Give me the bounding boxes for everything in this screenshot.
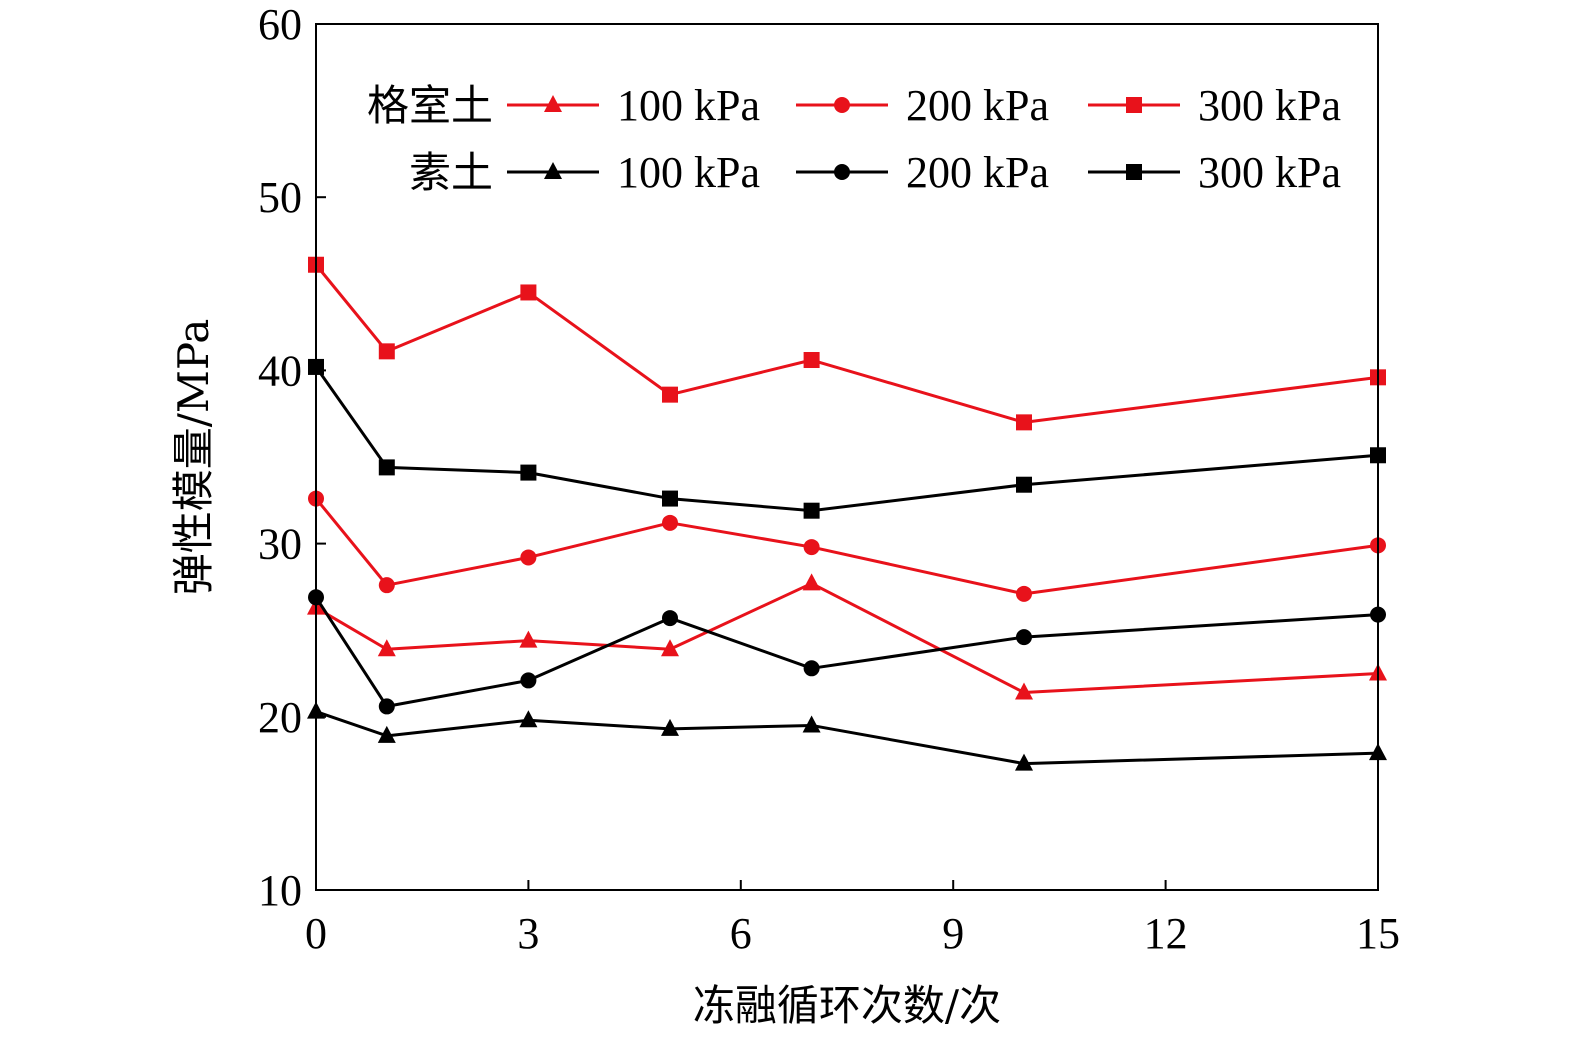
data-point (662, 514, 678, 531)
series-line (314, 497, 1379, 596)
data-point (378, 577, 395, 594)
legend-label: 100 kPa (617, 148, 760, 197)
data-point (519, 710, 538, 728)
series-3 (307, 701, 1387, 771)
data-point (1016, 476, 1032, 493)
y-axis-ticks: 10 20 30 40 50 60 (258, 0, 326, 915)
legend-marker (1126, 97, 1142, 113)
data-point (520, 464, 537, 481)
legend-marker (544, 162, 562, 179)
data-point (662, 490, 678, 507)
series-1 (308, 490, 1386, 602)
data-point (378, 698, 395, 715)
data-point (1016, 585, 1032, 602)
data-point (378, 459, 395, 476)
x-axis-ticks: 0 3 6 9 12 15 (305, 880, 1400, 958)
legend-marker (834, 97, 850, 113)
y-tick-label: 50 (258, 173, 302, 222)
series-line (315, 581, 1379, 695)
data-point (803, 352, 820, 369)
data-point (1016, 414, 1032, 431)
legend-label: 100 kPa (617, 81, 760, 130)
data-point (378, 343, 395, 360)
data-point (803, 502, 820, 519)
legend-group-label: 格室土 (367, 81, 493, 130)
data-point (1015, 753, 1033, 771)
legend-marker (1126, 164, 1142, 180)
data-point (520, 672, 537, 689)
legend-marker (544, 95, 562, 112)
legend-label: 200 kPa (906, 81, 1049, 130)
x-axis-title: 冻融循环次数/次 (693, 981, 1001, 1030)
data-point (803, 660, 820, 677)
y-tick-label: 20 (258, 693, 302, 742)
data-point (803, 539, 820, 556)
x-tick-label: 12 (1144, 909, 1188, 958)
data-point (802, 573, 821, 591)
x-tick-label: 9 (942, 909, 964, 958)
x-tick-label: 15 (1356, 909, 1400, 958)
data-point (662, 610, 678, 627)
y-tick-label: 40 (258, 346, 302, 395)
series-line (314, 366, 1379, 513)
series-line (315, 710, 1379, 766)
series-0 (307, 573, 1387, 700)
legend: 格室土 100 kPa 200 kPa 300 kPa 素土 100 kPa 200 kPa… (367, 81, 1341, 197)
data-point (661, 639, 679, 657)
series-4 (308, 589, 1386, 715)
y-tick-label: 30 (258, 520, 302, 569)
data-point (377, 725, 396, 743)
y-axis-title: 弹性模量/MPa (169, 319, 218, 596)
data-point (519, 630, 538, 648)
data-point (1015, 682, 1033, 700)
series-layer (307, 256, 1387, 771)
series-2 (308, 256, 1386, 431)
data-point (1016, 629, 1032, 646)
y-tick-label: 60 (258, 0, 302, 49)
plot-frame (315, 23, 1379, 891)
data-point (520, 549, 537, 566)
data-point (802, 715, 821, 733)
series-line (314, 263, 1379, 424)
data-point (377, 639, 396, 657)
y-tick-label: 10 (258, 866, 302, 915)
data-point (520, 284, 537, 301)
legend-label: 300 kPa (1198, 148, 1341, 197)
series-line (314, 596, 1379, 708)
legend-label: 300 kPa (1198, 81, 1341, 130)
legend-group-label: 素土 (409, 148, 493, 197)
x-tick-label: 3 (517, 909, 539, 958)
x-tick-label: 6 (730, 909, 752, 958)
x-tick-label: 0 (305, 909, 327, 958)
legend-marker (834, 164, 850, 180)
data-point (662, 386, 678, 403)
data-point (661, 718, 679, 736)
series-5 (308, 358, 1386, 519)
legend-label: 200 kPa (906, 148, 1049, 197)
